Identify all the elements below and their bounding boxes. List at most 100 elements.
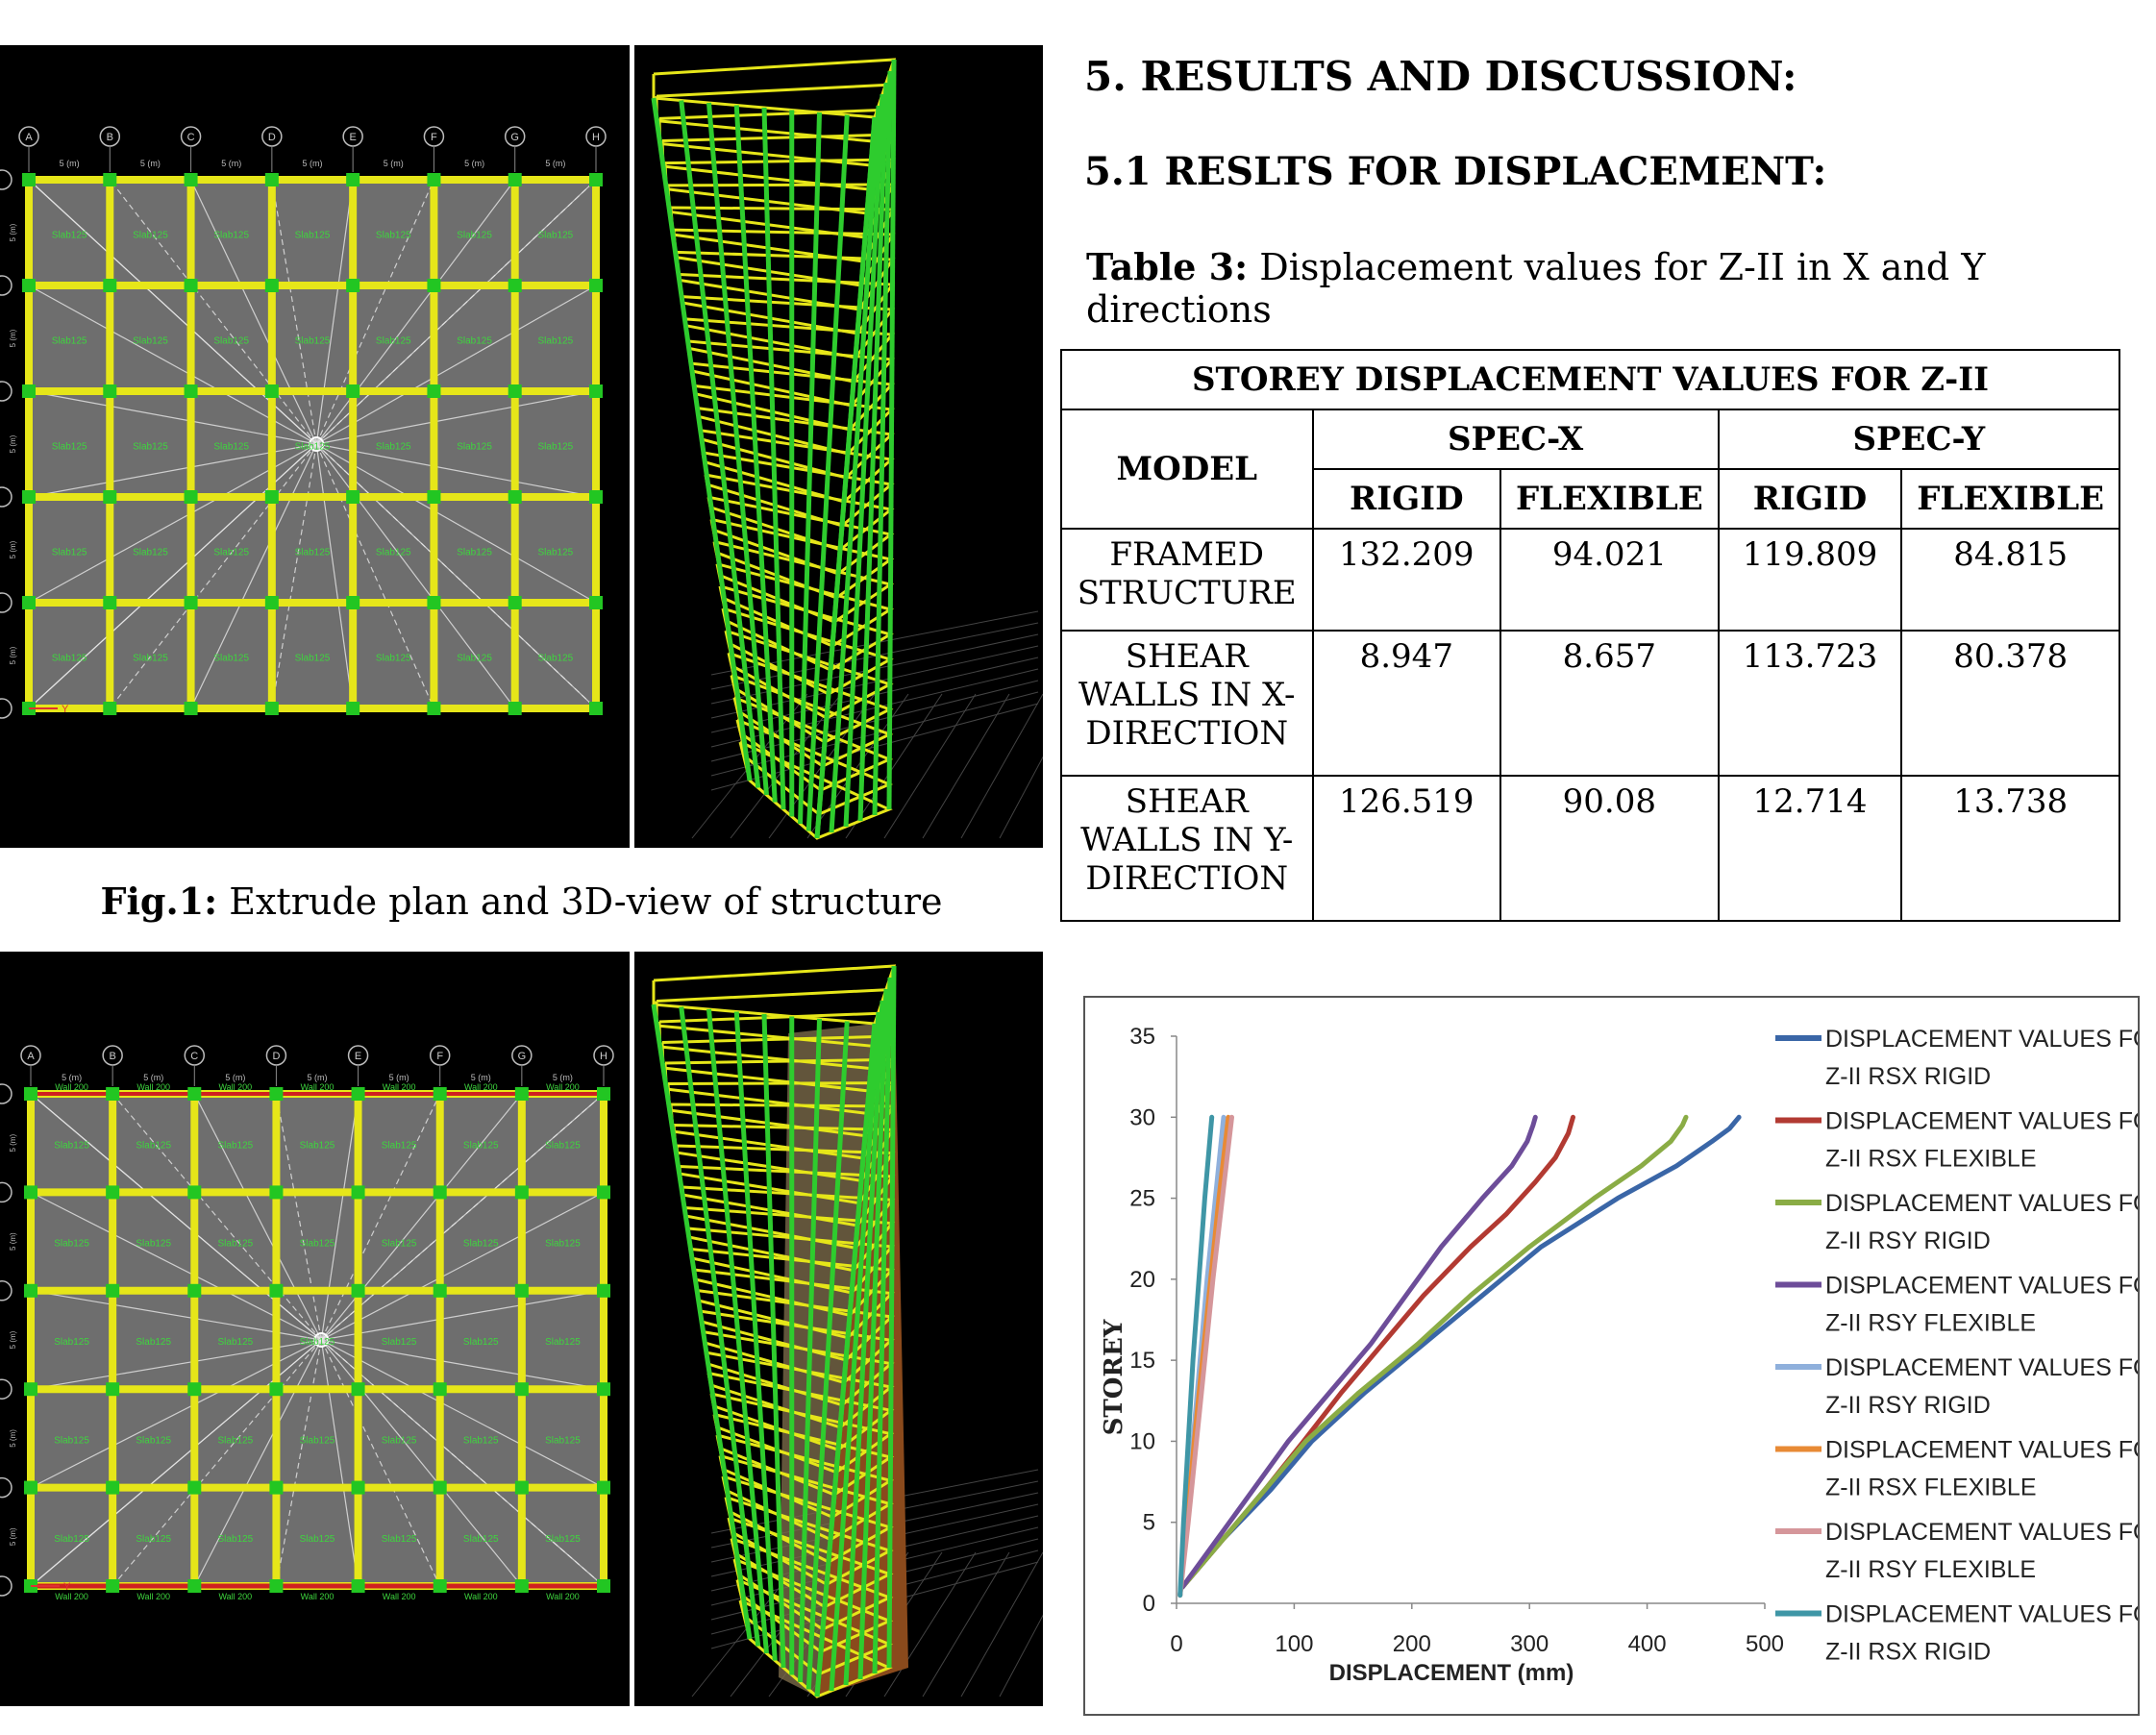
column-node bbox=[24, 1382, 37, 1397]
tributary-line bbox=[315, 443, 434, 709]
column-node bbox=[589, 173, 603, 186]
wall-label: Wall 200 bbox=[464, 1082, 498, 1092]
column-line bbox=[733, 1011, 778, 1661]
series-line-3 bbox=[1179, 1114, 1689, 1590]
value-cell: 8.947 bbox=[1311, 630, 1502, 777]
column-node bbox=[589, 490, 603, 504]
tributary-line bbox=[190, 179, 317, 445]
slab-label: Slab125 bbox=[54, 1436, 89, 1447]
value-cell: 84.815 bbox=[1900, 528, 2120, 632]
slab-label: Slab125 bbox=[218, 1140, 254, 1151]
table-title-row: STOREY DISPLACEMENT VALUES FOR Z-II bbox=[1060, 349, 2120, 410]
column-node bbox=[187, 1087, 202, 1101]
slab-label: Slab125 bbox=[295, 654, 331, 664]
tributary-line bbox=[320, 1093, 605, 1341]
slab-label: Slab125 bbox=[54, 1239, 89, 1250]
ground-grid-line bbox=[960, 693, 1043, 839]
tributary-line bbox=[275, 1093, 322, 1341]
column-line bbox=[733, 105, 778, 803]
slab-label: Slab125 bbox=[218, 1436, 254, 1447]
value-cell: 13.738 bbox=[1900, 775, 2120, 922]
value-cell: 132.209 bbox=[1311, 528, 1502, 632]
column-node bbox=[433, 1579, 447, 1593]
grid-bubble-row bbox=[0, 1181, 12, 1203]
column-node bbox=[351, 1087, 365, 1101]
series-line-4 bbox=[1179, 1114, 1538, 1590]
table-sub-header-row: RIGID FLEXIBLE RIGID FLEXIBLE bbox=[1061, 468, 2120, 530]
legend-label-line2: Z-II RSX RIGID bbox=[1825, 1063, 1991, 1090]
column-node bbox=[106, 1185, 120, 1200]
slab-label: Slab125 bbox=[545, 1140, 581, 1151]
ground-grid-line bbox=[960, 1551, 1043, 1698]
grid-bubble-label: D bbox=[272, 1051, 280, 1062]
column-line bbox=[761, 1013, 786, 1669]
figure-1-caption: Fig.1: Extrude plan and 3D-view of struc… bbox=[0, 880, 1043, 923]
column-line bbox=[843, 93, 885, 828]
column-line bbox=[829, 1011, 881, 1692]
span-label: 5 (m) bbox=[60, 159, 80, 168]
legend-label-line1: DISPLACEMENT VALUES FOR bbox=[1825, 1190, 2138, 1217]
legend-label-line2: Z-II RSX RIGID bbox=[1825, 1639, 1991, 1666]
ground-grid-line bbox=[710, 657, 1039, 733]
column-node bbox=[589, 384, 603, 398]
column-node bbox=[351, 1480, 365, 1495]
displacement-table: STOREY DISPLACEMENT VALUES FOR Z-II MODE… bbox=[1060, 349, 2121, 922]
column-node bbox=[106, 1480, 120, 1495]
column-line bbox=[798, 112, 822, 825]
model-line: WALLS IN Y- bbox=[1080, 821, 1294, 859]
column-node bbox=[508, 173, 522, 186]
grid-bubble-row bbox=[0, 1280, 12, 1301]
slab-label: Slab125 bbox=[545, 1534, 581, 1545]
table-row: SHEAR WALLS IN Y- DIRECTION 126.519 90.08 … bbox=[1060, 775, 2120, 922]
span-label: 5 (m) bbox=[143, 1073, 163, 1082]
tributary-line bbox=[316, 443, 597, 498]
span-label: 5 (m) bbox=[464, 159, 484, 168]
value-cell: 119.809 bbox=[1717, 528, 1903, 632]
wall-label: Wall 200 bbox=[383, 1592, 416, 1601]
slab-label: Slab125 bbox=[213, 336, 249, 347]
column-line bbox=[706, 102, 769, 796]
plan-view-svg-1: Slab125 Slab125 Slab125 Slab125 Slab125 Slab1… bbox=[0, 126, 607, 719]
column-node bbox=[346, 490, 360, 504]
slab-label: Slab125 bbox=[382, 1337, 417, 1348]
column-node bbox=[597, 1283, 610, 1298]
column-node bbox=[508, 490, 522, 504]
column-node bbox=[184, 173, 198, 186]
column-node bbox=[514, 1579, 529, 1593]
slab-label: Slab125 bbox=[300, 1239, 335, 1250]
slab-label: Slab125 bbox=[545, 1337, 581, 1348]
plan-view-panel-1: Slab125 Slab125 Slab125 Slab125 Slab125 Slab1… bbox=[0, 45, 630, 848]
slab-label: Slab125 bbox=[300, 1436, 335, 1447]
slab-label: Slab125 bbox=[538, 336, 574, 347]
tributary-line bbox=[321, 1290, 605, 1341]
ground-grid-line bbox=[883, 693, 977, 839]
column-node bbox=[184, 279, 198, 292]
slab-label: Slab125 bbox=[54, 1337, 89, 1348]
spec-x-flexible-header: FLEXIBLE bbox=[1499, 468, 1720, 530]
column-node bbox=[433, 1283, 447, 1298]
grid-bubble-row bbox=[0, 1083, 12, 1104]
wall-label: Wall 200 bbox=[55, 1592, 88, 1601]
column-line bbox=[872, 70, 893, 816]
tributary-line bbox=[320, 1339, 359, 1587]
legend-label-line2: Z-II RSY FLEXIBLE bbox=[1825, 1310, 2036, 1337]
tributary-line bbox=[320, 1339, 605, 1587]
slab-label: Slab125 bbox=[136, 1239, 171, 1250]
plan-view-panel-2: Slab125 Slab125 Slab125 Slab125 Slab125 Slab1… bbox=[0, 952, 630, 1706]
column-node bbox=[351, 1185, 365, 1200]
column-node bbox=[264, 702, 279, 715]
grid-bubble-label: A bbox=[25, 132, 33, 143]
model-cell: SHEAR WALLS IN Y- DIRECTION bbox=[1060, 775, 1314, 922]
3d-view-panel-2 bbox=[634, 952, 1043, 1706]
wall-label: Wall 200 bbox=[301, 1592, 335, 1601]
legend-label-line1: DISPLACEMENT VALUES FOR bbox=[1825, 1273, 2138, 1300]
slab-label: Slab125 bbox=[52, 548, 87, 558]
grid-bubble-row bbox=[0, 275, 12, 296]
wall-label: Wall 200 bbox=[55, 1082, 88, 1092]
grid-bubble-row bbox=[0, 592, 12, 613]
grid-bubble-label: B bbox=[109, 1051, 115, 1062]
span-label: 5 (m) bbox=[221, 159, 241, 168]
plan-slab-area bbox=[29, 180, 596, 708]
slab-label: Slab125 bbox=[376, 336, 411, 347]
grid-bubble-row bbox=[0, 1378, 12, 1400]
